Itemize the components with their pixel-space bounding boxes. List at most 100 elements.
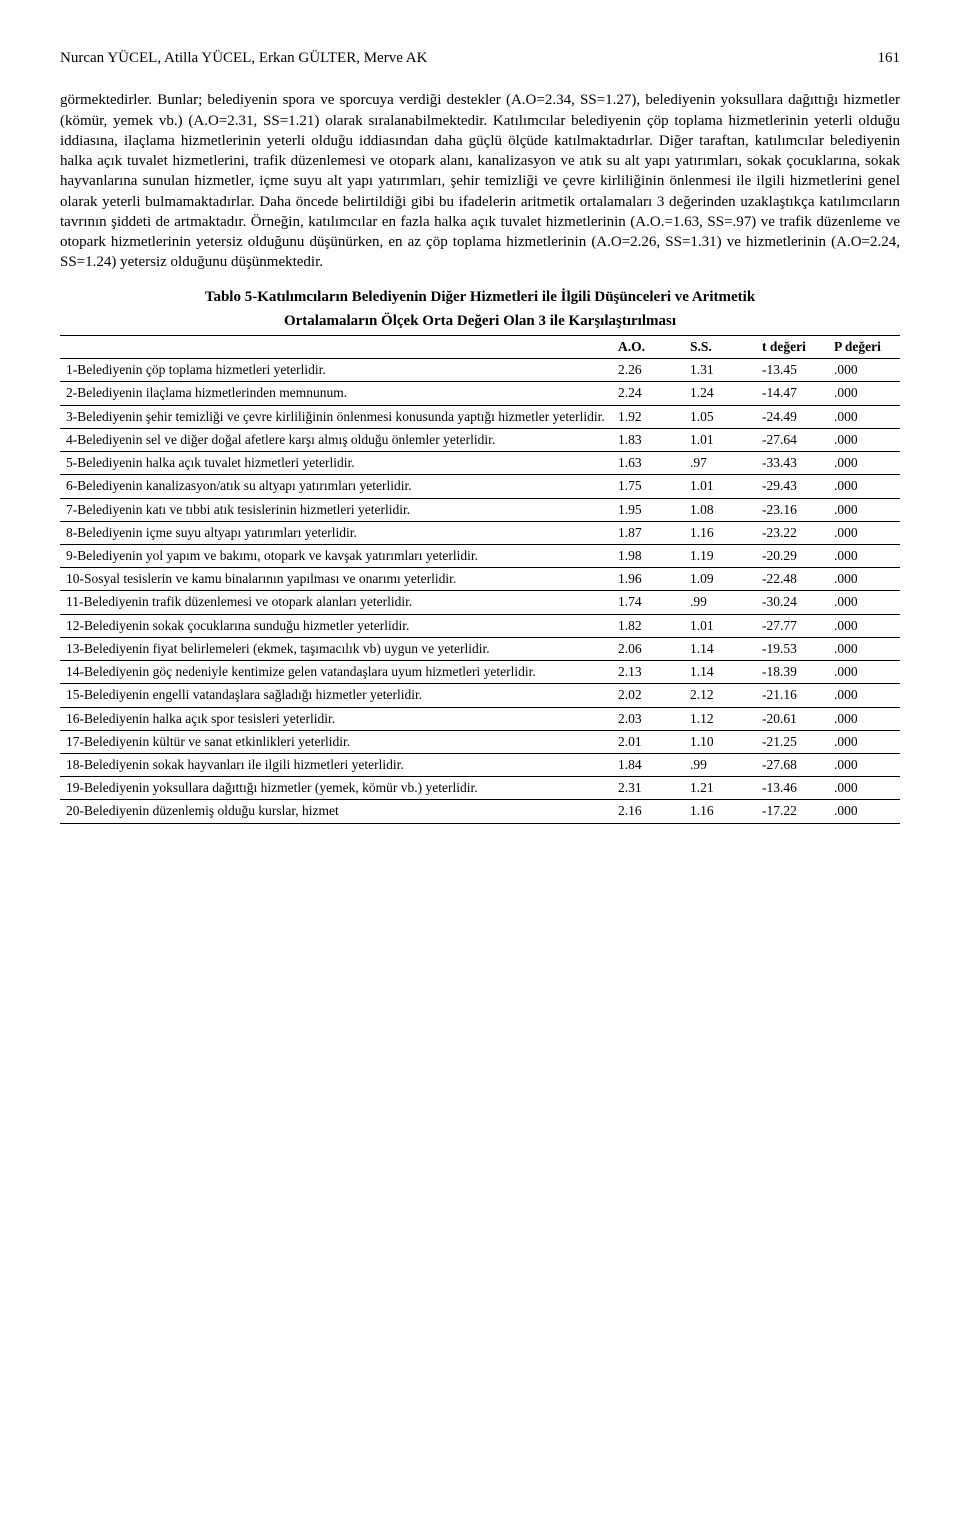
col-t: t değeri bbox=[756, 336, 828, 359]
row-ss: 1.19 bbox=[684, 544, 756, 567]
table-row: 7-Belediyenin katı ve tıbbi atık tesisle… bbox=[60, 498, 900, 521]
row-ao: 1.84 bbox=[612, 753, 684, 776]
row-ao: 2.01 bbox=[612, 730, 684, 753]
row-ss: 1.16 bbox=[684, 800, 756, 823]
row-ao: 2.02 bbox=[612, 684, 684, 707]
row-ao: 2.31 bbox=[612, 777, 684, 800]
table-row: 16-Belediyenin halka açık spor tesisleri… bbox=[60, 707, 900, 730]
row-t: -14.47 bbox=[756, 382, 828, 405]
table-row: 12-Belediyenin sokak çocuklarına sunduğu… bbox=[60, 614, 900, 637]
row-p: .000 bbox=[828, 428, 900, 451]
row-ss: 1.24 bbox=[684, 382, 756, 405]
row-ao: 1.96 bbox=[612, 568, 684, 591]
row-ss: 1.01 bbox=[684, 428, 756, 451]
table-title-line-2: Ortalamaların Ölçek Orta Değeri Olan 3 i… bbox=[60, 311, 900, 331]
row-ss: 1.01 bbox=[684, 614, 756, 637]
table-row: 19-Belediyenin yoksullara dağıttığı hizm… bbox=[60, 777, 900, 800]
row-ss: 1.14 bbox=[684, 661, 756, 684]
table-row: 2-Belediyenin ilaçlama hizmetlerinden me… bbox=[60, 382, 900, 405]
row-t: -21.25 bbox=[756, 730, 828, 753]
row-label: 16-Belediyenin halka açık spor tesisleri… bbox=[60, 707, 612, 730]
row-label: 10-Sosyal tesislerin ve kamu binalarının… bbox=[60, 568, 612, 591]
row-p: .000 bbox=[828, 684, 900, 707]
row-t: -27.77 bbox=[756, 614, 828, 637]
row-label: 15-Belediyenin engelli vatandaşlara sağl… bbox=[60, 684, 612, 707]
row-label: 2-Belediyenin ilaçlama hizmetlerinden me… bbox=[60, 382, 612, 405]
row-label: 18-Belediyenin sokak hayvanları ile ilgi… bbox=[60, 753, 612, 776]
row-p: .000 bbox=[828, 544, 900, 567]
row-ao: 2.03 bbox=[612, 707, 684, 730]
row-ao: 1.75 bbox=[612, 475, 684, 498]
row-ao: 1.82 bbox=[612, 614, 684, 637]
row-p: .000 bbox=[828, 359, 900, 382]
table-row: 1-Belediyenin çöp toplama hizmetleri yet… bbox=[60, 359, 900, 382]
row-t: -18.39 bbox=[756, 661, 828, 684]
table-header-row: A.O. S.S. t değeri P değeri bbox=[60, 336, 900, 359]
row-label: 1-Belediyenin çöp toplama hizmetleri yet… bbox=[60, 359, 612, 382]
table-row: 18-Belediyenin sokak hayvanları ile ilgi… bbox=[60, 753, 900, 776]
col-label bbox=[60, 336, 612, 359]
row-p: .000 bbox=[828, 753, 900, 776]
row-ao: 2.16 bbox=[612, 800, 684, 823]
row-p: .000 bbox=[828, 568, 900, 591]
table-row: 3-Belediyenin şehir temizliği ve çevre k… bbox=[60, 405, 900, 428]
row-t: -22.48 bbox=[756, 568, 828, 591]
row-p: .000 bbox=[828, 661, 900, 684]
row-t: -20.61 bbox=[756, 707, 828, 730]
table-row: 6-Belediyenin kanalizasyon/atık su altya… bbox=[60, 475, 900, 498]
table-title-line-1: Tablo 5-Katılımcıların Belediyenin Diğer… bbox=[60, 287, 900, 307]
row-p: .000 bbox=[828, 637, 900, 660]
col-p: P değeri bbox=[828, 336, 900, 359]
table-row: 15-Belediyenin engelli vatandaşlara sağl… bbox=[60, 684, 900, 707]
table-row: 20-Belediyenin düzenlemiş olduğu kurslar… bbox=[60, 800, 900, 823]
col-ao: A.O. bbox=[612, 336, 684, 359]
row-label: 17-Belediyenin kültür ve sanat etkinlikl… bbox=[60, 730, 612, 753]
data-table: A.O. S.S. t değeri P değeri 1-Belediyeni… bbox=[60, 335, 900, 824]
row-label: 9-Belediyenin yol yapım ve bakımı, otopa… bbox=[60, 544, 612, 567]
row-p: .000 bbox=[828, 707, 900, 730]
table-row: 13-Belediyenin fiyat belirlemeleri (ekme… bbox=[60, 637, 900, 660]
row-t: -30.24 bbox=[756, 591, 828, 614]
row-t: -27.68 bbox=[756, 753, 828, 776]
row-t: -27.64 bbox=[756, 428, 828, 451]
row-p: .000 bbox=[828, 452, 900, 475]
row-ss: 1.16 bbox=[684, 521, 756, 544]
row-t: -20.29 bbox=[756, 544, 828, 567]
row-t: -23.22 bbox=[756, 521, 828, 544]
row-label: 5-Belediyenin halka açık tuvalet hizmetl… bbox=[60, 452, 612, 475]
table-row: 10-Sosyal tesislerin ve kamu binalarının… bbox=[60, 568, 900, 591]
row-ao: 2.13 bbox=[612, 661, 684, 684]
row-ao: 1.87 bbox=[612, 521, 684, 544]
table-row: 14-Belediyenin göç nedeniyle kentimize g… bbox=[60, 661, 900, 684]
row-ss: .97 bbox=[684, 452, 756, 475]
row-label: 6-Belediyenin kanalizasyon/atık su altya… bbox=[60, 475, 612, 498]
row-p: .000 bbox=[828, 475, 900, 498]
row-ao: 1.63 bbox=[612, 452, 684, 475]
row-label: 11-Belediyenin trafik düzenlemesi ve oto… bbox=[60, 591, 612, 614]
row-ss: 1.09 bbox=[684, 568, 756, 591]
row-label: 13-Belediyenin fiyat belirlemeleri (ekme… bbox=[60, 637, 612, 660]
body-paragraph: görmektedirler. Bunlar; belediyenin spor… bbox=[60, 90, 900, 272]
row-t: -13.46 bbox=[756, 777, 828, 800]
table-row: 8-Belediyenin içme suyu altyapı yatırıml… bbox=[60, 521, 900, 544]
row-ao: 1.95 bbox=[612, 498, 684, 521]
row-p: .000 bbox=[828, 777, 900, 800]
header-authors: Nurcan YÜCEL, Atilla YÜCEL, Erkan GÜLTER… bbox=[60, 50, 427, 66]
row-label: 7-Belediyenin katı ve tıbbi atık tesisle… bbox=[60, 498, 612, 521]
row-ao: 2.24 bbox=[612, 382, 684, 405]
row-ss: .99 bbox=[684, 591, 756, 614]
row-ss: 1.14 bbox=[684, 637, 756, 660]
row-p: .000 bbox=[828, 405, 900, 428]
row-p: .000 bbox=[828, 730, 900, 753]
row-ao: 2.06 bbox=[612, 637, 684, 660]
row-ao: 1.74 bbox=[612, 591, 684, 614]
row-p: .000 bbox=[828, 614, 900, 637]
row-ss: .99 bbox=[684, 753, 756, 776]
table-row: 4-Belediyenin sel ve diğer doğal afetler… bbox=[60, 428, 900, 451]
row-t: -24.49 bbox=[756, 405, 828, 428]
row-label: 14-Belediyenin göç nedeniyle kentimize g… bbox=[60, 661, 612, 684]
row-ss: 1.08 bbox=[684, 498, 756, 521]
row-p: .000 bbox=[828, 521, 900, 544]
row-label: 4-Belediyenin sel ve diğer doğal afetler… bbox=[60, 428, 612, 451]
table-row: 9-Belediyenin yol yapım ve bakımı, otopa… bbox=[60, 544, 900, 567]
